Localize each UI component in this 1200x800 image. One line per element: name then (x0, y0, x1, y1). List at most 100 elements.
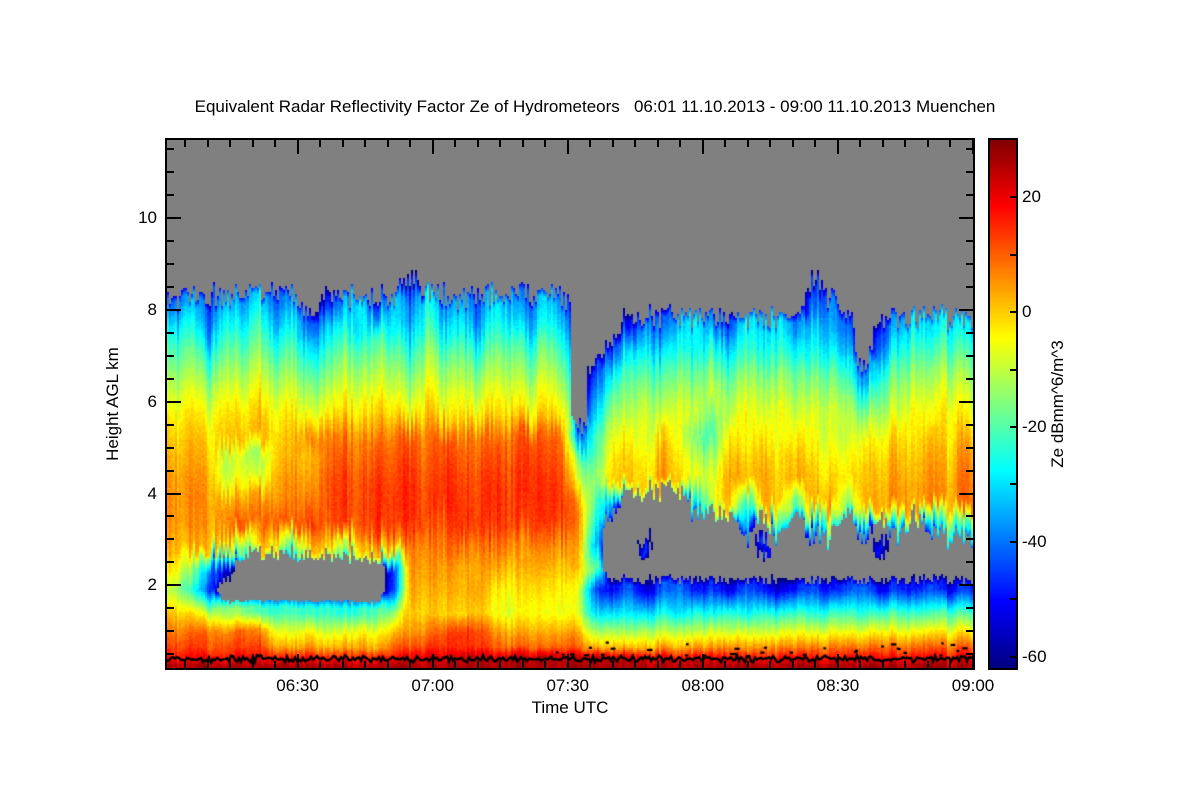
axis-tick (167, 217, 181, 220)
axis-tick (904, 661, 907, 668)
axis-tick (167, 515, 174, 518)
axis-tick (634, 140, 637, 147)
axis-tick (966, 561, 973, 564)
axis-tick (972, 654, 974, 668)
x-axis-label: Time UTC (531, 698, 609, 717)
axis-tick (566, 654, 569, 668)
axis-tick (341, 661, 344, 668)
axis-tick (746, 661, 749, 668)
axis-tick (966, 538, 973, 541)
axis-tick (167, 653, 174, 656)
axis-tick (454, 140, 457, 147)
axis-tick (544, 140, 547, 147)
axis-tick (341, 140, 344, 147)
colorbar-tick-label: 0 (1022, 302, 1032, 322)
axis-tick (611, 661, 614, 668)
colorbar (988, 138, 1018, 670)
axis-tick (881, 140, 884, 147)
axis-tick (966, 377, 973, 380)
axis-tick (386, 661, 389, 668)
axis-tick (251, 661, 254, 668)
axis-tick (814, 140, 817, 147)
axis-tick (966, 331, 973, 334)
axis-tick (966, 423, 973, 426)
colorbar-gradient-canvas (990, 140, 1016, 668)
axis-tick (431, 140, 434, 154)
axis-tick (229, 661, 232, 668)
axis-tick (904, 140, 907, 147)
axis-tick (966, 148, 973, 151)
axis-tick (814, 661, 817, 668)
axis-tick (167, 308, 181, 311)
axis-tick (611, 140, 614, 147)
axis-tick (966, 446, 973, 449)
x-tick-label: 06:30 (276, 676, 319, 695)
axis-tick (959, 584, 973, 587)
axis-tick (926, 661, 929, 668)
axis-tick (499, 661, 502, 668)
axis-tick (966, 262, 973, 265)
axis-tick (167, 584, 181, 587)
axis-tick (881, 661, 884, 668)
axis-tick (167, 194, 174, 197)
axis-tick (229, 140, 232, 147)
axis-tick (167, 354, 174, 357)
colorbar-tick-label: -40 (1022, 531, 1047, 551)
axis-tick (724, 140, 727, 147)
axis-tick (966, 240, 973, 242)
axis-tick (431, 654, 434, 668)
axis-tick (701, 140, 704, 154)
axis-tick (364, 140, 367, 147)
axis-tick (656, 140, 659, 147)
axis-tick (972, 140, 974, 154)
x-tick-label: 07:00 (411, 676, 454, 695)
axis-tick (319, 661, 322, 668)
y-tick-label: 8 (147, 299, 157, 319)
axis-tick (364, 661, 367, 668)
axis-tick (656, 661, 659, 668)
axis-tick (167, 148, 174, 151)
axis-tick (966, 354, 973, 357)
axis-tick (167, 285, 174, 288)
colorbar-label: Ze dBmm^6/m^3 (1048, 340, 1067, 468)
axis-tick (966, 515, 973, 518)
axis-tick (589, 661, 592, 668)
axis-tick (926, 140, 929, 147)
axis-tick (499, 140, 502, 147)
axis-tick (859, 140, 862, 147)
axis-tick (746, 140, 749, 147)
axis-tick (836, 140, 839, 154)
axis-tick (319, 140, 322, 147)
colorbar-tick-label: 20 (1022, 187, 1041, 207)
axis-tick (966, 194, 973, 197)
axis-tick (589, 140, 592, 147)
plot-area (165, 138, 975, 670)
axis-tick (167, 446, 174, 449)
axis-tick (476, 661, 479, 668)
axis-tick (949, 661, 952, 668)
axis-tick (409, 140, 412, 147)
axis-tick (966, 653, 973, 656)
axis-tick (167, 538, 174, 541)
axis-tick (184, 661, 186, 668)
y-tick-label: 4 (147, 483, 157, 503)
reflectivity-heatmap-canvas (167, 140, 973, 668)
axis-tick (1010, 483, 1016, 486)
axis-tick (167, 607, 174, 610)
axis-tick (679, 140, 682, 147)
axis-tick (966, 285, 973, 288)
axis-tick (859, 661, 862, 668)
axis-tick (959, 400, 973, 403)
axis-tick (206, 140, 209, 147)
axis-tick (296, 140, 299, 154)
y-tick-label: 2 (147, 575, 157, 595)
axis-tick (1010, 425, 1016, 428)
axis-tick (167, 171, 174, 174)
axis-tick (274, 661, 277, 668)
axis-tick (1010, 368, 1016, 371)
axis-tick (966, 630, 973, 633)
axis-tick (724, 661, 727, 668)
axis-tick (1010, 311, 1016, 314)
axis-tick (167, 423, 174, 426)
